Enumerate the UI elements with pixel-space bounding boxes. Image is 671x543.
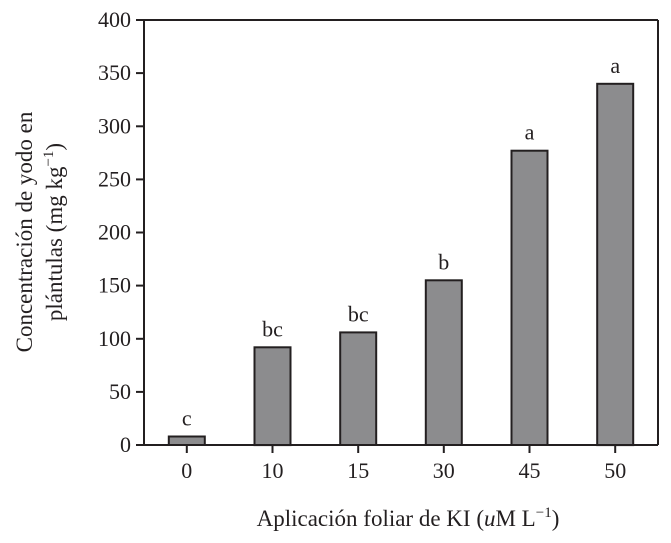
x-axis-title: Aplicación foliar de KI (uM L−1) <box>257 505 560 531</box>
x-tick-label: 15 <box>347 458 369 483</box>
x-tick-label: 10 <box>262 458 284 483</box>
y-tick-label: 300 <box>98 113 131 138</box>
plot-area: c 0 bc 10 bc 15 b 30 a 45 a 50 0 50 100 150 200 250 300 350… <box>98 7 659 483</box>
bar <box>596 82 635 447</box>
y-axis-title-line1: Concentración de yodo en <box>12 111 37 352</box>
data-label: a <box>525 120 535 145</box>
y-tick-label: 200 <box>98 220 131 245</box>
bar <box>253 346 292 447</box>
y-tick-label: 400 <box>98 7 131 32</box>
bar <box>424 279 463 446</box>
data-label: b <box>438 249 449 274</box>
x-tick-label: 30 <box>433 458 455 483</box>
data-label: bc <box>348 301 369 326</box>
y-tick-label: 350 <box>98 60 131 85</box>
data-label: bc <box>262 316 283 341</box>
y-tick-label: 250 <box>98 166 131 191</box>
data-label: c <box>182 406 192 431</box>
bar <box>167 435 206 446</box>
y-tick-label: 0 <box>120 432 131 457</box>
data-label: a <box>610 53 620 78</box>
y-tick-label: 100 <box>98 326 131 351</box>
x-tick-label: 0 <box>181 458 192 483</box>
x-tick-label: 50 <box>604 458 626 483</box>
x-tick-label: 45 <box>519 458 541 483</box>
bar <box>339 331 378 446</box>
y-axis-title-line2: plántulas (mg kg−1) <box>41 143 67 321</box>
y-axis-title: Concentración de yodo en plántulas (mg k… <box>12 111 67 352</box>
y-tick-label: 50 <box>109 379 131 404</box>
y-tick-label: 150 <box>98 273 131 298</box>
bar <box>510 149 549 446</box>
